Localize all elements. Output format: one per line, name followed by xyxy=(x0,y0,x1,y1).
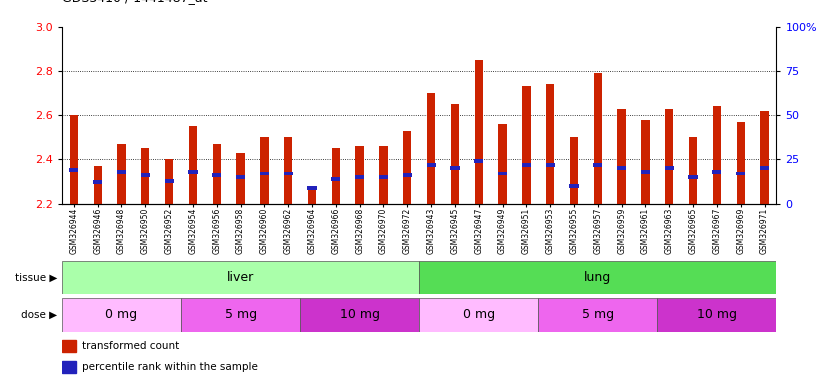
Bar xyxy=(236,175,245,179)
Bar xyxy=(618,109,626,204)
Text: lung: lung xyxy=(584,271,611,284)
Bar xyxy=(62,340,76,352)
Text: 0 mg: 0 mg xyxy=(106,308,138,321)
Bar xyxy=(736,172,745,175)
Bar xyxy=(212,144,221,204)
Bar xyxy=(665,109,673,204)
Bar xyxy=(426,163,435,167)
Bar xyxy=(284,137,292,204)
Bar xyxy=(546,84,554,204)
Bar xyxy=(737,122,745,204)
Bar xyxy=(62,298,181,332)
Bar xyxy=(419,298,539,332)
Bar xyxy=(188,170,197,174)
Text: tissue ▶: tissue ▶ xyxy=(15,272,57,283)
Bar xyxy=(498,124,506,204)
Bar xyxy=(189,126,197,204)
Bar xyxy=(419,261,776,294)
Bar xyxy=(546,163,555,167)
Bar xyxy=(689,137,697,204)
Bar xyxy=(641,170,650,174)
Bar xyxy=(140,173,150,177)
Text: 5 mg: 5 mg xyxy=(582,308,614,321)
Text: 10 mg: 10 mg xyxy=(697,308,737,321)
Bar xyxy=(570,137,578,204)
Bar xyxy=(62,361,76,373)
Bar xyxy=(181,298,300,332)
Bar xyxy=(260,137,268,204)
Bar xyxy=(164,179,173,182)
Bar xyxy=(713,106,721,204)
Bar xyxy=(593,163,602,167)
Bar xyxy=(332,148,340,204)
Bar xyxy=(117,170,126,174)
Bar xyxy=(761,111,769,204)
Bar xyxy=(260,172,269,175)
Text: liver: liver xyxy=(227,271,254,284)
Bar xyxy=(283,172,292,175)
Bar xyxy=(403,173,412,177)
Bar xyxy=(594,73,602,204)
Bar xyxy=(212,173,221,177)
Bar xyxy=(308,186,316,204)
Bar xyxy=(474,159,483,163)
Bar xyxy=(665,166,674,170)
Bar xyxy=(379,146,387,204)
Bar xyxy=(539,298,657,332)
Bar xyxy=(307,185,316,190)
Text: percentile rank within the sample: percentile rank within the sample xyxy=(82,362,258,372)
Bar xyxy=(141,148,150,204)
Bar xyxy=(450,166,459,170)
Bar xyxy=(69,115,78,204)
Bar xyxy=(498,172,507,175)
Bar xyxy=(355,146,363,204)
Bar xyxy=(617,166,626,170)
Bar xyxy=(165,159,173,204)
Text: dose ▶: dose ▶ xyxy=(21,310,57,320)
Bar xyxy=(69,168,78,172)
Bar xyxy=(475,60,483,204)
Text: GDS3410 / 1441487_at: GDS3410 / 1441487_at xyxy=(62,0,207,4)
Bar xyxy=(93,166,102,204)
Bar xyxy=(689,175,698,179)
Text: transformed count: transformed count xyxy=(82,341,179,351)
Bar xyxy=(331,177,340,181)
Bar xyxy=(657,298,776,332)
Bar xyxy=(641,120,649,204)
Text: 0 mg: 0 mg xyxy=(463,308,495,321)
Bar xyxy=(236,153,244,204)
Bar xyxy=(712,170,721,174)
Bar xyxy=(379,175,388,179)
Bar xyxy=(451,104,459,204)
Text: 5 mg: 5 mg xyxy=(225,308,257,321)
Bar xyxy=(522,86,530,204)
Bar xyxy=(569,184,578,188)
Bar xyxy=(62,261,419,294)
Text: 10 mg: 10 mg xyxy=(339,308,380,321)
Bar xyxy=(300,298,419,332)
Bar xyxy=(760,166,769,170)
Bar xyxy=(403,131,411,204)
Bar xyxy=(355,175,364,179)
Bar xyxy=(522,163,531,167)
Bar xyxy=(117,144,126,204)
Bar xyxy=(93,180,102,184)
Bar xyxy=(427,93,435,204)
